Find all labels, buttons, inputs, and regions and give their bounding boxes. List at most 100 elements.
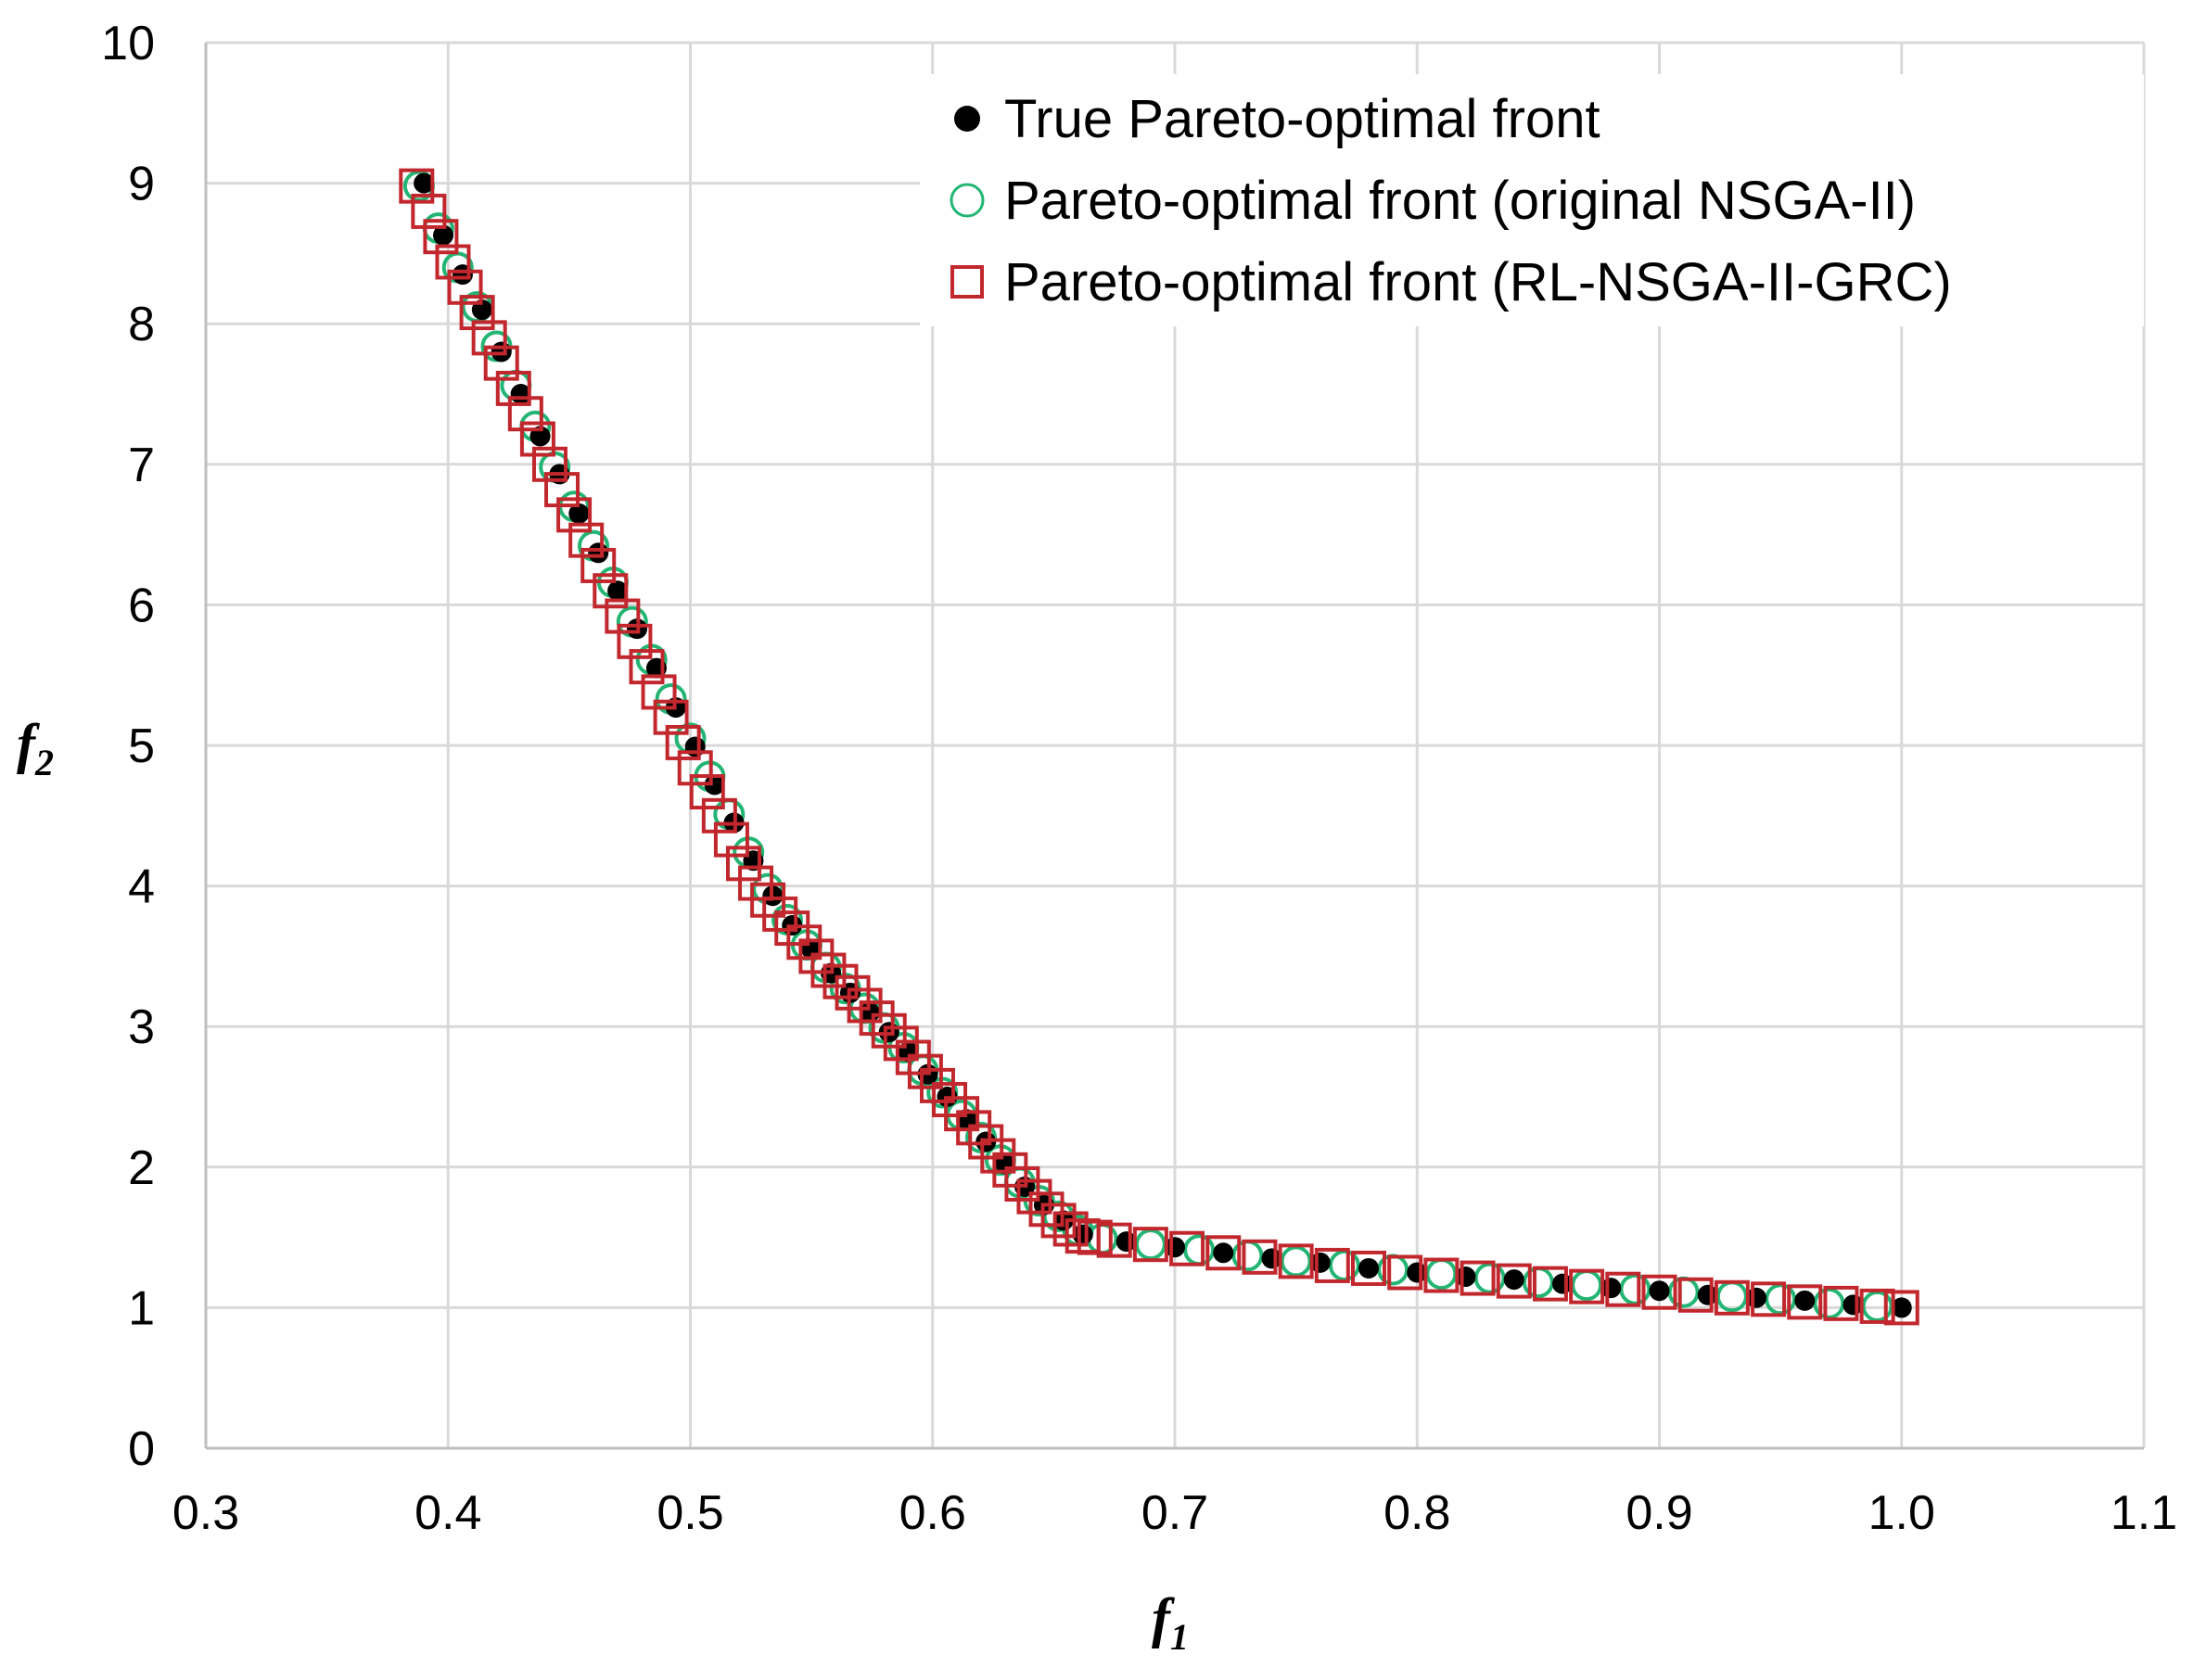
point-rl-nsga2-grc-16 (593, 573, 629, 609)
y-tick-label-1: 1 (128, 1281, 155, 1335)
point-rl-nsga2-grc-20 (641, 674, 677, 710)
point-rl-nsga2-grc-27 (725, 846, 761, 882)
point-rl-nsga2-grc-69 (1532, 1266, 1568, 1302)
x-tick-label-5: 0.8 (1383, 1486, 1450, 1540)
point-rl-nsga2-grc-2 (423, 219, 459, 255)
point-rl-nsga2-grc-73 (1677, 1277, 1714, 1313)
y-tick-label-4: 4 (128, 860, 155, 914)
series-2-points (399, 168, 1919, 1326)
x-tick-label-4: 0.7 (1141, 1486, 1208, 1540)
x-tick-label-7: 1.0 (1868, 1486, 1935, 1540)
point-rl-nsga2-grc-75 (1751, 1281, 1787, 1317)
point-rl-nsga2-grc-38 (859, 1000, 895, 1037)
point-true-front-43 (1503, 1269, 1524, 1291)
point-true-front-0 (414, 172, 435, 194)
y-tick-label-6: 6 (128, 579, 155, 632)
legend-label-true-front: True Pareto-optimal front (1004, 89, 1600, 149)
point-true-front-51 (1891, 1297, 1912, 1318)
y-tick-label-2: 2 (128, 1141, 155, 1195)
point-true-front-37 (1213, 1242, 1234, 1264)
x-tick-label-1: 0.4 (414, 1486, 481, 1540)
point-rl-nsga2-grc-19 (629, 649, 665, 685)
point-rl-nsga2-grc-62 (1278, 1243, 1314, 1279)
y-tick-label-9: 9 (128, 158, 155, 211)
point-rl-nsga2-grc-25 (701, 797, 737, 834)
point-true-front-46 (1649, 1280, 1670, 1302)
point-rl-nsga2-grc-67 (1460, 1260, 1496, 1296)
legend-label-nsga2: Pareto-optimal front (original NSGA-II) (1004, 171, 1916, 231)
point-rl-nsga2-grc-21 (653, 699, 689, 735)
point-rl-nsga2-grc-78 (1859, 1288, 1895, 1324)
point-rl-nsga2-grc-66 (1423, 1257, 1460, 1293)
point-rl-nsga2-grc-76 (1787, 1284, 1823, 1320)
legend-marker-true-front (954, 106, 980, 132)
point-true-front-1 (433, 224, 454, 246)
point-rl-nsga2-grc-5 (459, 295, 495, 331)
point-rl-nsga2-grc-54 (1052, 1211, 1089, 1247)
data-points (399, 168, 1919, 1326)
x-axis-title-sub: 1 (1170, 1616, 1189, 1658)
x-tick-label-6: 0.9 (1626, 1486, 1692, 1540)
tick-labels: 0.3 0.4 0.5 0.6 0.7 0.8 0.9 1.0 1.1 0 1 2 3 4 5 6 7 8 9 10 (101, 17, 2177, 1540)
point-rl-nsga2-grc-63 (1314, 1247, 1350, 1283)
y-tick-label-0: 0 (128, 1422, 155, 1476)
point-rl-nsga2-grc-50 (1004, 1165, 1040, 1202)
legend-marker-nsga2 (950, 183, 985, 218)
y-tick-label-10: 10 (101, 17, 155, 70)
point-rl-nsga2-grc-36 (835, 974, 871, 1011)
point-rl-nsga2-grc-71 (1605, 1271, 1641, 1307)
point-rl-nsga2-grc-1 (411, 193, 447, 229)
point-rl-nsga2-grc-59 (1169, 1230, 1205, 1266)
point-rl-nsga2-grc-56 (1077, 1219, 1113, 1255)
point-true-front-10 (607, 580, 629, 602)
point-rl-nsga2-grc-68 (1496, 1263, 1532, 1299)
point-rl-nsga2-grc-24 (689, 774, 725, 810)
point-rl-nsga2-grc-18 (617, 623, 653, 659)
point-rl-nsga2-grc-12 (544, 472, 580, 508)
point-rl-nsga2-grc-6 (471, 320, 507, 356)
y-tick-label-7: 7 (128, 439, 155, 492)
point-rl-nsga2-grc-8 (495, 370, 531, 406)
legend-label-rl-nsga2-grc: Pareto-optimal front (RL-NSGA-II-GRC) (1004, 252, 1952, 312)
point-rl-nsga2-grc-61 (1242, 1239, 1278, 1275)
point-rl-nsga2-grc-4 (447, 269, 483, 305)
point-rl-nsga2-grc-37 (847, 987, 883, 1024)
point-rl-nsga2-grc-10 (519, 421, 555, 457)
point-rl-nsga2-grc-14 (568, 522, 605, 558)
x-tick-label-0: 0.3 (172, 1486, 239, 1540)
point-rl-nsga2-grc-0 (399, 168, 435, 204)
point-rl-nsga2-grc-58 (1132, 1227, 1168, 1263)
point-rl-nsga2-grc-65 (1387, 1254, 1423, 1291)
point-rl-nsga2-grc-35 (822, 963, 859, 999)
point-true-front-9 (588, 542, 609, 564)
point-rl-nsga2-grc-26 (713, 821, 749, 858)
x-tick-label-8: 1.1 (2110, 1486, 2177, 1540)
point-rl-nsga2-grc-3 (435, 244, 471, 280)
point-rl-nsga2-grc-7 (483, 345, 519, 381)
y-tick-label-5: 5 (128, 719, 155, 773)
point-true-front-49 (1794, 1290, 1816, 1311)
point-rl-nsga2-grc-64 (1351, 1250, 1386, 1286)
legend: True Pareto-optimal front Pareto-optimal… (920, 74, 2144, 326)
point-rl-nsga2-grc-17 (605, 598, 641, 634)
legend-marker-rl-nsga2-grc (950, 265, 984, 299)
point-rl-nsga2-grc-60 (1205, 1235, 1242, 1271)
point-rl-nsga2-grc-9 (507, 396, 543, 432)
point-true-front-40 (1358, 1257, 1379, 1279)
point-rl-nsga2-grc-23 (677, 750, 713, 786)
point-rl-nsga2-grc-52 (1028, 1191, 1065, 1228)
point-rl-nsga2-grc-57 (1096, 1222, 1132, 1258)
point-true-front-8 (568, 503, 590, 524)
point-rl-nsga2-grc-11 (531, 446, 567, 482)
point-rl-nsga2-grc-22 (665, 724, 701, 760)
point-rl-nsga2-grc-72 (1641, 1274, 1677, 1310)
y-axis-title-sub: 2 (34, 742, 54, 783)
x-tick-label-3: 0.6 (899, 1486, 966, 1540)
point-rl-nsga2-grc-77 (1823, 1285, 1859, 1321)
y-tick-label-3: 3 (128, 1000, 155, 1054)
point-rl-nsga2-grc-51 (1016, 1178, 1052, 1215)
point-rl-nsga2-grc-39 (871, 1012, 907, 1049)
point-rl-nsga2-grc-13 (556, 497, 593, 533)
legend-box (920, 74, 2144, 326)
